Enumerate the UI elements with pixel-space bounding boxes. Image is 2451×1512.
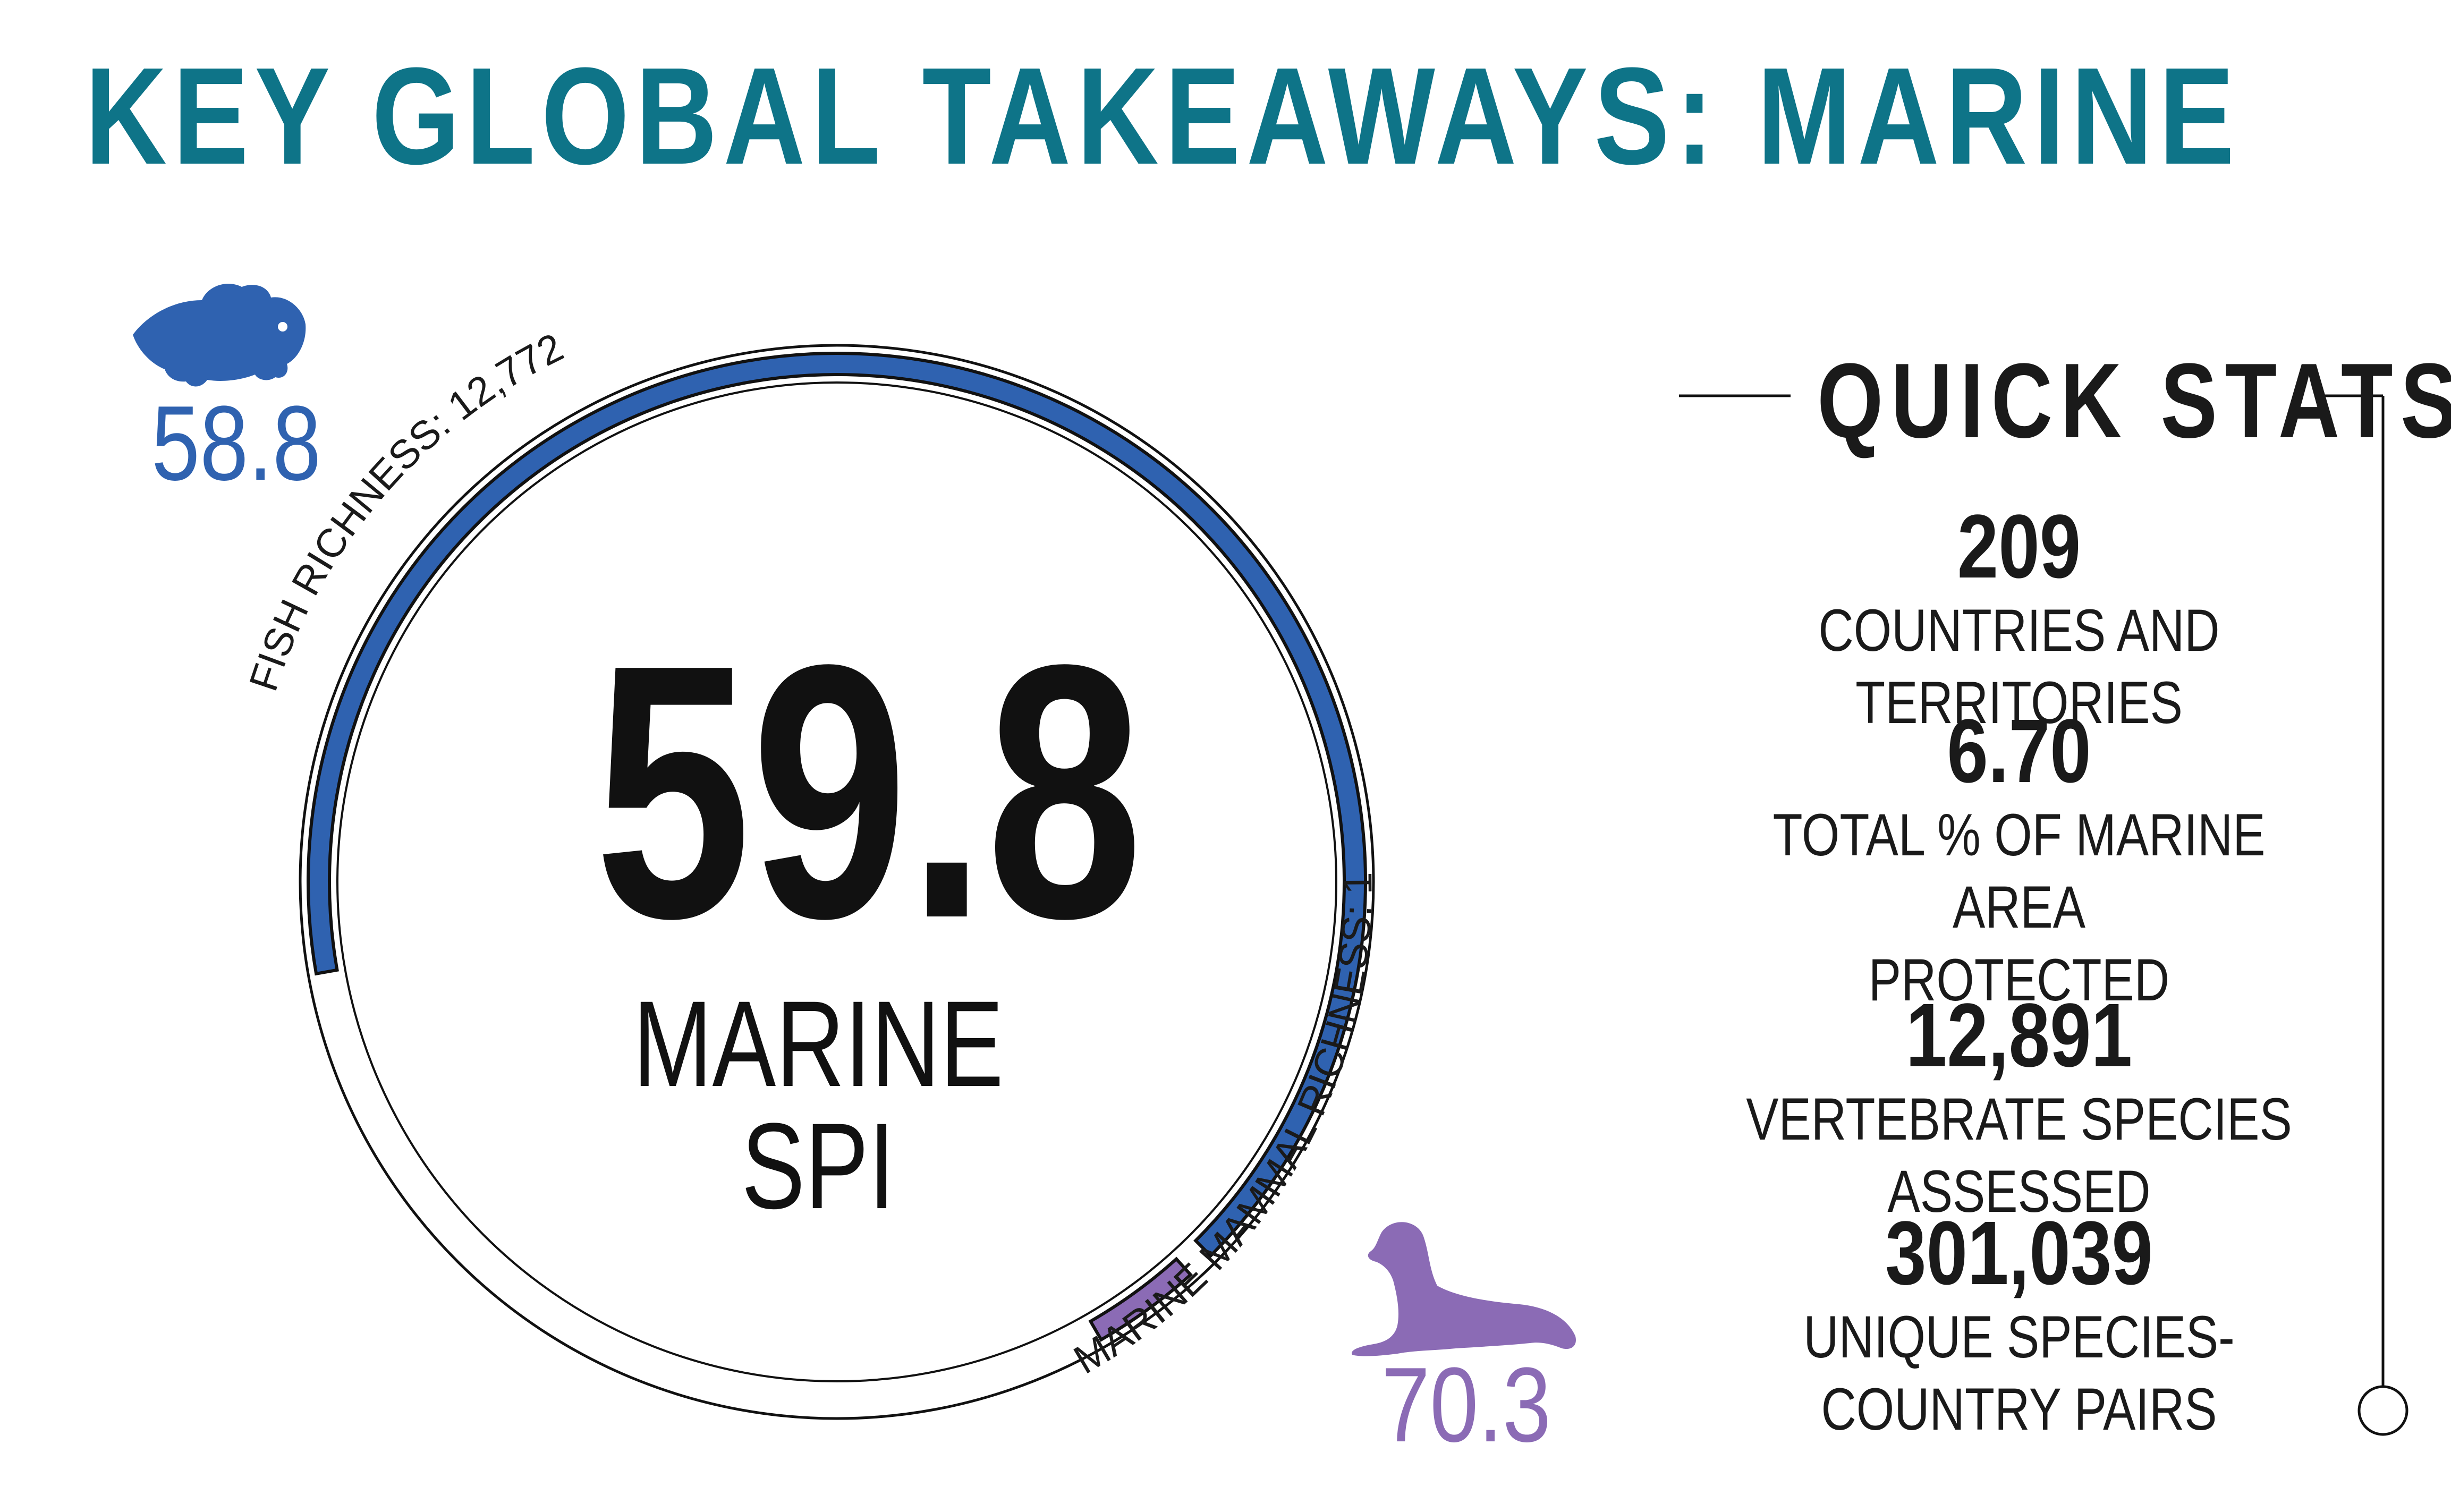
stat-value: 12,891 — [1905, 985, 2133, 1086]
stat-vertebrate-species: 12,891 VERTEBRATE SPECIES ASSESSED — [1674, 988, 2364, 1228]
stat-species-country-pairs: 301,039 UNIQUE SPECIES-COUNTRY PAIRS — [1674, 1206, 2364, 1446]
mammal-score: 70.3 — [1381, 1346, 1551, 1464]
stat-label: UNIQUE SPECIES-COUNTRY PAIRS — [1803, 1303, 2235, 1443]
stat-label: TOTAL % OF MARINE AREA — [1772, 801, 2266, 941]
fish-icon — [133, 284, 306, 387]
page-title: KEY GLOBAL TAKEAWAYS: MARINE — [85, 39, 2241, 193]
stat-value: 209 — [1957, 496, 2081, 597]
stat-marine-area-protected: 6.70 TOTAL % OF MARINE AREA PROTECTED — [1674, 704, 2364, 1016]
stat-label: PROTECTED — [1868, 946, 2170, 1013]
stat-countries: 209 COUNTRIES AND TERRITORIES — [1674, 499, 2364, 740]
seal-icon — [1352, 1222, 1576, 1356]
outer-ring — [299, 344, 1375, 1420]
quick-stats-title: QUICK STATS — [1817, 342, 2451, 460]
stat-label: COUNTRIES AND TERRITORIES — [1818, 597, 2220, 736]
stat-label: VERTEBRATE SPECIES ASSESSED — [1746, 1085, 2292, 1225]
marine-spi-label: MARINE SPI — [633, 975, 1004, 1234]
stat-value: 301,039 — [1885, 1203, 2153, 1304]
inner-ring — [336, 381, 1337, 1382]
mammal-richness-bar — [1088, 1256, 1193, 1342]
stat-value: 6.70 — [1947, 701, 2091, 802]
fish-score: 58.8 — [151, 384, 321, 503]
fish-richness-bar — [307, 352, 1367, 1258]
